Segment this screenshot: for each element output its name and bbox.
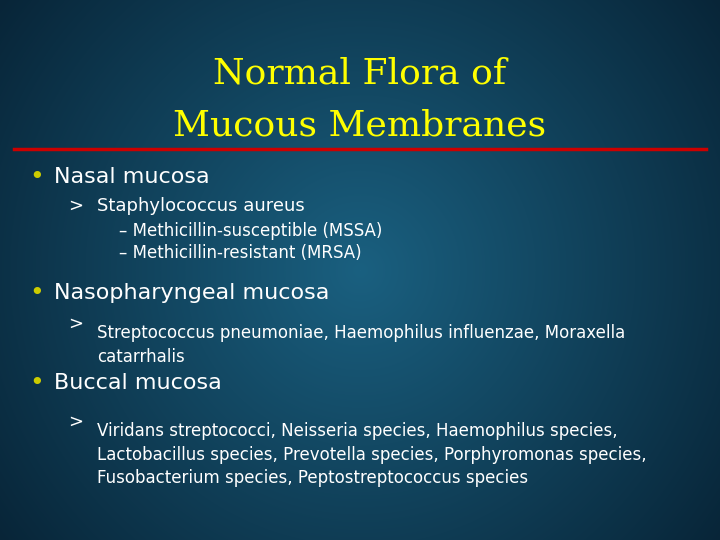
Text: Nasopharyngeal mucosa: Nasopharyngeal mucosa: [54, 282, 329, 303]
Text: Viridans streptococci, Neisseria species, Haemophilus species,
Lactobacillus spe: Viridans streptococci, Neisseria species…: [97, 422, 647, 488]
Text: Nasal mucosa: Nasal mucosa: [54, 167, 210, 187]
Text: Buccal mucosa: Buccal mucosa: [54, 373, 222, 394]
Text: Staphylococcus aureus: Staphylococcus aureus: [97, 197, 305, 215]
Text: – Methicillin-resistant (MRSA): – Methicillin-resistant (MRSA): [119, 244, 361, 262]
Text: >: >: [68, 413, 84, 431]
Text: •: •: [29, 165, 43, 189]
Text: Streptococcus pneumoniae, Haemophilus influenzae, Moraxella
catarrhalis: Streptococcus pneumoniae, Haemophilus in…: [97, 324, 626, 366]
Text: Normal Flora of: Normal Flora of: [213, 57, 507, 91]
Text: – Methicillin-susceptible (MSSA): – Methicillin-susceptible (MSSA): [119, 222, 382, 240]
Text: •: •: [29, 281, 43, 305]
Text: >: >: [68, 315, 84, 333]
Text: •: •: [29, 372, 43, 395]
Text: Mucous Membranes: Mucous Membranes: [174, 108, 546, 142]
Text: >: >: [68, 197, 84, 215]
